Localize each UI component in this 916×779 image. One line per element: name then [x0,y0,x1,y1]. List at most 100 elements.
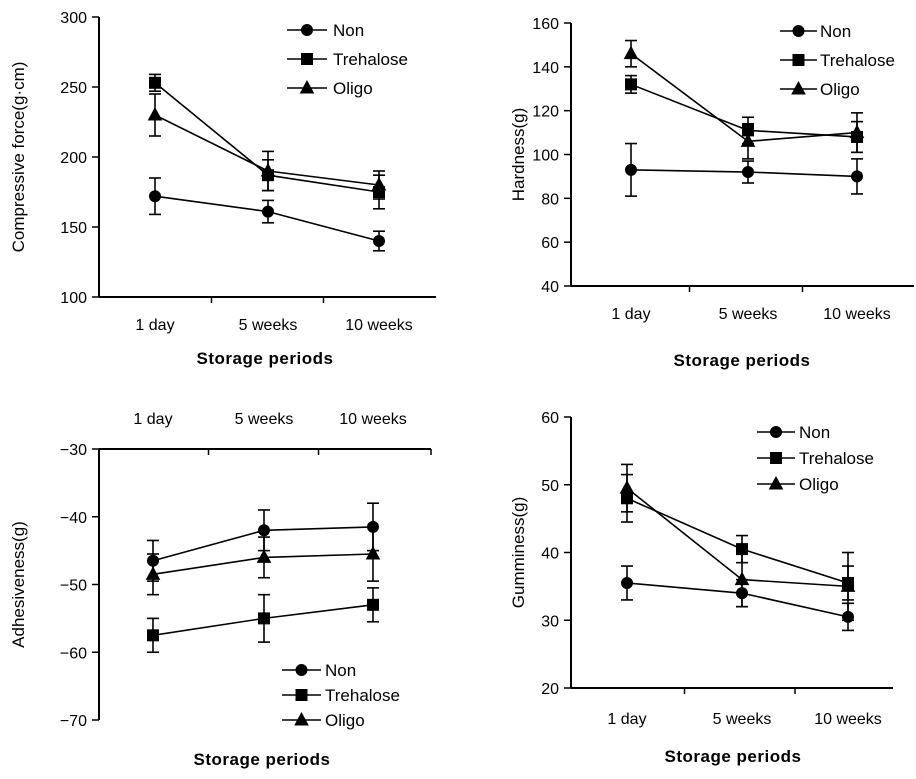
x-tick-label: 1 day [133,411,172,428]
y-tick-label: 140 [532,60,559,77]
y-tick-label: 300 [60,10,87,27]
x-axis-title: Storage periods [674,351,811,370]
chart-panel-1: 100 150 200 250 300 1 day 5 weeks 10 weeks Compr… [9,10,436,368]
data-point-trehalose [625,78,637,91]
y-tick-label: 160 [532,16,559,33]
data-point-non [742,166,754,179]
data-point-oligo [734,571,750,586]
series-oligo [145,526,381,596]
x-tick-label: 10 weeks [345,317,413,334]
y-tick-label: 20 [541,681,559,698]
legend-label-non: Non [333,21,364,40]
series-non [625,142,863,197]
y-tick-label: −40 [60,510,87,527]
chart-panel-3: −70 −60 −50 −40 −30 1 day 5 weeks 10 weeks Adhes… [9,411,432,769]
y-tick-label: 100 [532,148,559,165]
legend-marker-oligo [791,80,806,95]
data-point-non [621,576,633,589]
data-point-trehalose [367,598,379,611]
legend-label-non: Non [799,423,830,442]
legend-marker-non [770,426,782,438]
data-point-trehalose [149,76,161,89]
x-tick-label: 1 day [607,711,646,728]
x-tick-label: 5 weeks [239,317,298,334]
x-axis-title: Storage periods [194,750,331,769]
legend-marker-trehalose [770,452,782,464]
data-point-non [625,163,637,176]
legend-label-trehalose: Trehalose [799,449,874,468]
legend-label-oligo: Oligo [325,711,365,730]
data-point-oligo [260,162,276,177]
legend-label-oligo: Oligo [799,475,839,494]
y-axis-title: Gumminess(g) [509,497,528,608]
x-tick-label: 1 day [611,306,650,323]
x-tick-label: 1 day [135,317,174,334]
y-tick-label: 60 [541,235,559,252]
y-tick-label: 40 [541,546,559,563]
legend-marker-trehalose [295,689,308,701]
data-point-trehalose [147,629,159,642]
x-tick-label: 10 weeks [814,711,882,728]
legend-marker-non [301,24,313,36]
y-axis-title: Hardness(g) [509,108,528,202]
legend-label-trehalose: Trehalose [325,686,400,705]
legend-marker-oligo [294,711,309,726]
y-axis-title: Compressive force(g·cm) [9,62,28,253]
y-tick-label: −70 [60,713,87,730]
legend: Non Trehalose Oligo [287,21,408,98]
x-tick-label: 10 weeks [339,411,407,428]
legend-marker-non [792,25,805,37]
legend-label-trehalose: Trehalose [333,50,408,69]
y-tick-label: −30 [60,442,87,459]
data-point-non [373,235,385,247]
legend-marker-oligo [768,475,784,490]
y-tick-label: 250 [60,80,87,97]
x-tick-label: 10 weeks [823,306,891,323]
legend: Non Trehalose Oligo [780,22,895,99]
y-tick-label: 100 [60,290,87,307]
y-tick-label: 150 [60,220,87,237]
chart-panel-4: 20 30 40 50 60 1 day 5 weeks 10 weeks Gumminess(… [509,410,893,766]
y-tick-label: 50 [541,478,559,495]
x-tick-label: 5 weeks [713,711,772,728]
legend: Non Trehalose Oligo [282,661,400,730]
legend-marker-trehalose [792,54,805,66]
series-oligo [623,39,865,160]
y-tick-label: 120 [532,104,559,121]
data-point-oligo [619,480,635,494]
series-trehalose [147,587,379,654]
y-tick-label: 80 [541,191,559,208]
legend-marker-non [295,664,308,676]
legend: Non Trehalose Oligo [757,423,874,494]
y-axis-title: Adhesiveness(g) [9,521,28,648]
data-point-oligo [147,106,163,121]
data-point-oligo [849,124,865,139]
legend-label-trehalose: Trehalose [820,51,895,70]
data-point-oligo [371,176,387,191]
x-axis-title: Storage periods [197,349,334,368]
series-non [149,177,385,252]
y-tick-label: 40 [541,279,559,296]
legend-label-non: Non [820,22,851,41]
legend-label-oligo: Oligo [820,80,860,99]
series-line-non [626,582,849,618]
data-point-non [258,524,270,537]
y-tick-label: 30 [541,613,559,630]
legend-label-non: Non [325,661,356,680]
data-point-oligo [740,133,756,147]
x-tick-label: 5 weeks [719,306,778,323]
series-oligo [147,93,387,200]
x-tick-label: 5 weeks [235,411,294,428]
data-point-oligo [623,45,639,60]
data-point-non [851,170,863,183]
data-point-non [262,205,274,218]
x-axis-title: Storage periods [665,747,802,766]
legend-marker-oligo [299,79,315,94]
series-line-trehalose [626,497,849,584]
data-point-trehalose [258,612,270,625]
data-point-oligo [365,545,381,560]
y-tick-label: 200 [60,150,87,167]
legend-label-oligo: Oligo [333,79,373,98]
